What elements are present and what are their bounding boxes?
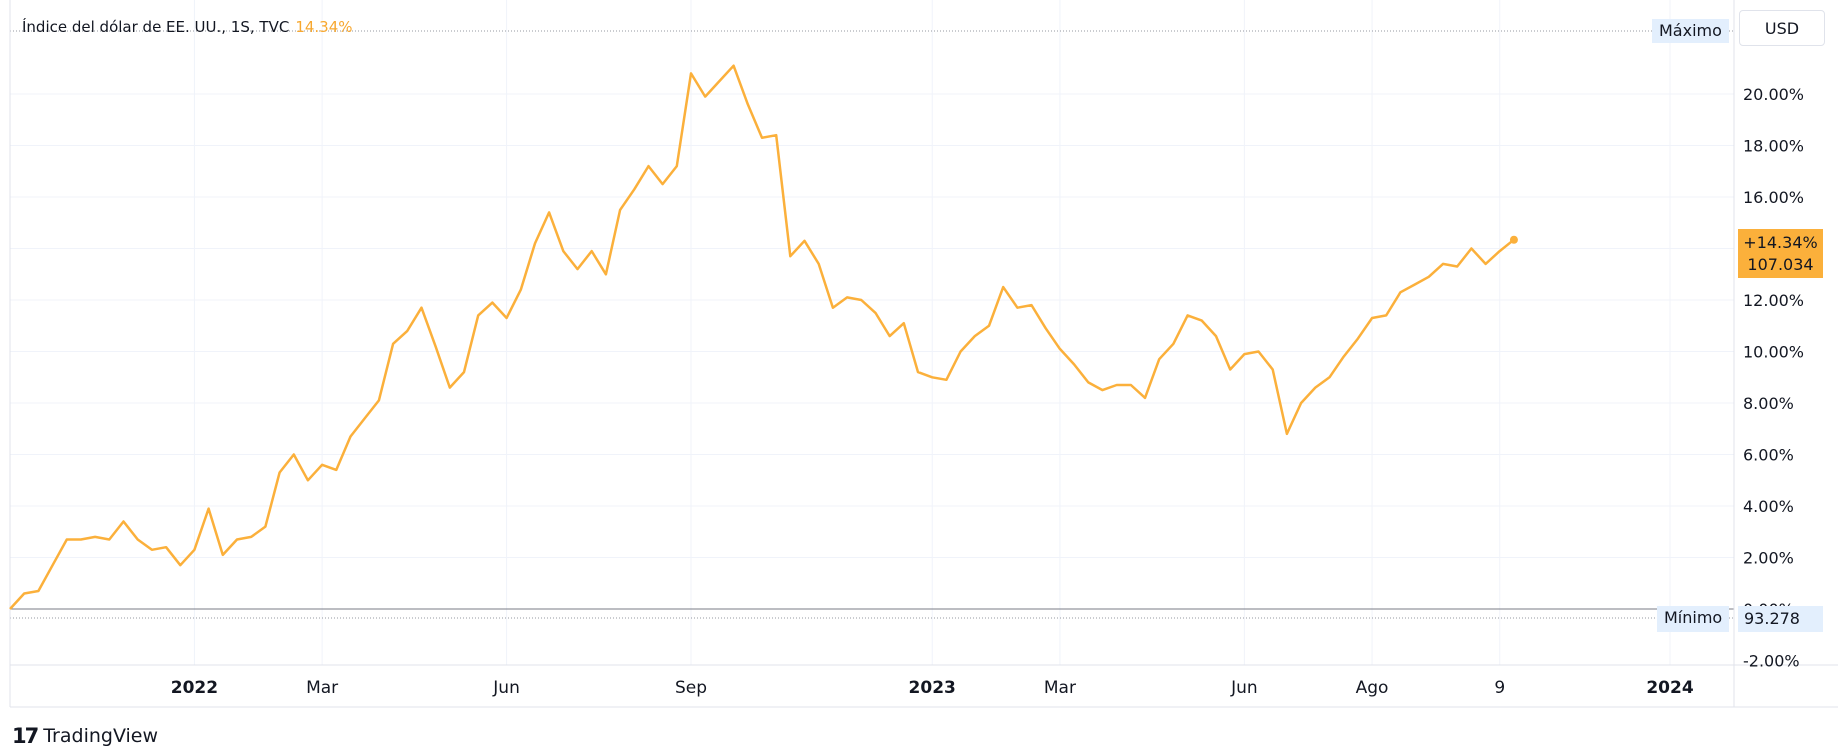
y-axis-ticks: -2.00%0.00%2.00%4.00%6.00%8.00%10.00%12.… xyxy=(1743,85,1804,671)
brand-name: TradingView xyxy=(43,725,159,747)
last-change-value: 14.34% xyxy=(295,18,353,36)
min-tag: Mínimo xyxy=(1657,606,1730,632)
last-price-label: 107.034 xyxy=(1747,255,1814,274)
y-tick-label: 6.00% xyxy=(1743,446,1794,465)
y-tick-label: 16.00% xyxy=(1743,188,1804,207)
currency-button[interactable]: USD xyxy=(1739,10,1825,46)
y-tick-label: 20.00% xyxy=(1743,85,1804,104)
max-tag: Máximo xyxy=(1652,19,1729,43)
x-tick-label: Jun xyxy=(492,678,520,698)
series-line xyxy=(9,64,1515,610)
x-tick-label: Mar xyxy=(306,678,338,698)
price-chart[interactable]: -2.00%0.00%2.00%4.00%6.00%8.00%10.00%12.… xyxy=(0,0,1838,720)
x-tick-label: 2022 xyxy=(171,678,218,698)
x-tick-label: Ago xyxy=(1356,678,1389,698)
x-tick-label: Jun xyxy=(1230,678,1258,698)
tradingview-logo-icon: 17 xyxy=(12,724,39,748)
series-layer xyxy=(9,64,1518,610)
y-tick-label: 8.00% xyxy=(1743,394,1794,413)
y-tick-label: 2.00% xyxy=(1743,549,1794,568)
y-tick-label: -2.00% xyxy=(1743,652,1800,671)
x-tick-label: Mar xyxy=(1044,678,1076,698)
y-tick-label: 12.00% xyxy=(1743,291,1804,310)
x-axis-ticks: 2022 Mar Jun Sep 2023 Mar Jun Ago 9 2024 xyxy=(171,678,1694,698)
last-pct-label: +14.34% xyxy=(1743,233,1818,252)
grid-lines xyxy=(10,0,1734,665)
x-tick-label: 2023 xyxy=(909,678,956,698)
chart-legend: Índice del dólar de EE. UU., 1S, TVC 14.3… xyxy=(22,18,353,36)
y-tick-label: 4.00% xyxy=(1743,497,1794,516)
y-tick-label: 18.00% xyxy=(1743,137,1804,156)
x-tick-label: 9 xyxy=(1494,678,1505,698)
last-price-badge: +14.34% 107.034 xyxy=(1738,229,1823,278)
y-tick-label: 10.00% xyxy=(1743,343,1804,362)
symbol-label: Índice del dólar de EE. UU., 1S, TVC xyxy=(22,18,290,36)
x-tick-label: Sep xyxy=(675,678,707,698)
last-point-marker xyxy=(1509,235,1518,244)
min-value-label: 93.278 xyxy=(1738,606,1823,632)
x-tick-label: 2024 xyxy=(1646,678,1693,698)
tradingview-branding[interactable]: 17 TradingView xyxy=(12,724,158,748)
